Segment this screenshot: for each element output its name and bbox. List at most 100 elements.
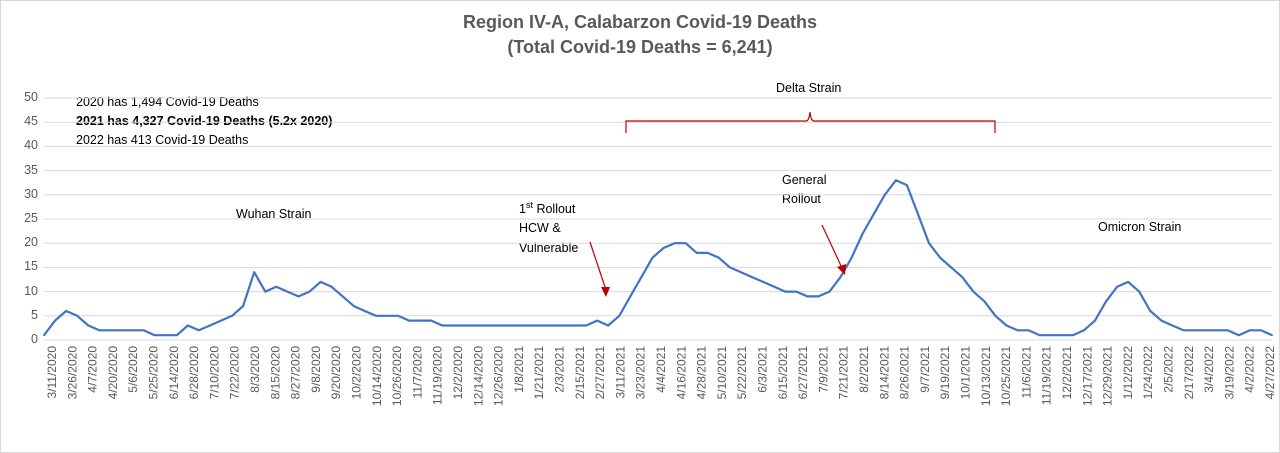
x-tick-label: 3/4/2022 — [1202, 346, 1216, 393]
y-tick-label: 50 — [24, 90, 38, 104]
data-point — [419, 319, 421, 322]
data-point — [131, 329, 134, 332]
general-rollout-arrow — [821, 224, 843, 269]
data-point — [906, 184, 908, 187]
x-tick-label: 8/15/2020 — [268, 346, 282, 400]
data-point — [762, 281, 764, 283]
x-tick-label: 12/2/2020 — [451, 346, 465, 400]
data-point — [231, 314, 234, 317]
rollout1-suffix: Rollout — [532, 202, 576, 217]
x-tick-label: 9/8/2020 — [309, 346, 323, 393]
data-point — [574, 324, 576, 327]
data-point — [563, 324, 565, 327]
x-tick-label: 9/19/2021 — [938, 346, 952, 400]
x-tick-label: 10/14/2020 — [370, 346, 384, 406]
annotation-wuhan: Wuhan Strain — [236, 207, 312, 221]
x-tick-label: 1/8/2021 — [512, 346, 526, 393]
annotation-general-line2: Rollout — [782, 192, 821, 206]
x-tick-label: 2/3/2021 — [553, 346, 567, 393]
chart-title: Region IV-A, Calabarzon Covid-19 Deaths — [462, 12, 818, 32]
x-tick-label: 6/3/2021 — [756, 346, 770, 393]
data-point — [961, 276, 964, 278]
x-tick-label: 12/2/2021 — [1060, 346, 1074, 400]
data-point — [363, 310, 366, 312]
x-axis: 3/11/2020 3/26/2020 4/7/2020 4/20/2020 5/6/2… — [45, 346, 1277, 406]
y-tick-label: 45 — [24, 114, 38, 129]
data-point — [485, 324, 488, 327]
x-tick-label: 4/27/2022 — [1263, 346, 1277, 400]
data-point — [164, 334, 167, 337]
data-point — [518, 324, 521, 327]
x-tick-label: 12/17/2021 — [1080, 346, 1094, 406]
data-point — [883, 193, 886, 196]
x-tick-label: 1/24/2022 — [1141, 346, 1155, 400]
data-point — [308, 290, 311, 293]
data-point — [784, 290, 787, 293]
x-tick-label: 1/21/2021 — [532, 346, 546, 400]
data-point — [972, 290, 975, 293]
y-tick-label: 20 — [24, 235, 38, 250]
data-point — [1016, 329, 1019, 332]
data-point — [264, 290, 267, 293]
x-tick-label: 10/26/2020 — [390, 346, 404, 406]
data-point — [939, 256, 941, 259]
y-tick-label: 15 — [24, 259, 38, 274]
annotation-general-line1: General — [782, 173, 827, 187]
data-point — [1226, 329, 1229, 332]
data-point — [729, 266, 731, 269]
data-point — [540, 324, 543, 327]
y-tick-label: 30 — [24, 186, 38, 201]
data-point — [430, 319, 433, 322]
data-point — [408, 319, 410, 322]
x-tick-label: 3/23/2021 — [634, 346, 648, 400]
chart-subtitle: (Total Covid-19 Deaths = 6,241) — [507, 37, 773, 57]
data-point — [1193, 329, 1196, 332]
x-tick-label: 10/25/2021 — [999, 346, 1013, 406]
data-point — [640, 276, 643, 278]
data-point — [717, 256, 720, 259]
x-tick-label: 3/19/2022 — [1222, 346, 1236, 400]
data-point — [817, 295, 820, 298]
data-point — [1027, 329, 1030, 332]
y-tick-label: 5 — [31, 307, 38, 322]
data-point — [297, 295, 300, 298]
data-point — [253, 271, 256, 274]
data-point — [872, 213, 875, 216]
data-point — [76, 314, 79, 317]
y-tick-label: 25 — [24, 211, 38, 225]
data-point — [319, 281, 322, 283]
data-point — [352, 305, 355, 307]
data-point — [1116, 285, 1118, 288]
data-point — [917, 213, 919, 216]
x-tick-label: 11/19/2020 — [431, 346, 445, 405]
data-point — [386, 314, 388, 317]
data-point — [220, 319, 222, 322]
rollout1-prefix: 1 — [519, 202, 526, 217]
y-tick-label: 40 — [24, 138, 38, 153]
data-point — [618, 314, 621, 317]
annotation-rollout1-line2: HCW & — [519, 221, 561, 235]
data-point — [806, 295, 809, 298]
data-point — [1038, 334, 1041, 337]
x-tick-label: 7/10/2020 — [207, 346, 221, 400]
x-tick-label: 5/6/2020 — [126, 346, 140, 393]
data-point — [242, 305, 245, 307]
gridlines — [44, 97, 1272, 341]
rollout1-arrow — [589, 241, 607, 291]
x-tick-label: 5/25/2020 — [147, 346, 161, 400]
data-point — [1138, 290, 1141, 293]
data-point — [209, 324, 211, 327]
x-tick-label: 10/13/2021 — [979, 346, 993, 406]
x-tick-label: 5/22/2021 — [735, 346, 749, 400]
x-tick-label: 1/12/2022 — [1121, 346, 1135, 400]
x-tick-label: 8/2/2021 — [857, 346, 871, 393]
x-tick-label: 12/26/2020 — [492, 346, 506, 406]
data-point — [397, 314, 399, 317]
data-point — [1149, 310, 1152, 312]
data-point — [341, 295, 344, 298]
x-tick-label: 10/1/2021 — [959, 346, 973, 400]
x-tick-label: 6/28/2020 — [187, 346, 201, 400]
data-point — [1105, 300, 1107, 303]
data-point — [552, 324, 554, 327]
data-point — [839, 276, 842, 278]
